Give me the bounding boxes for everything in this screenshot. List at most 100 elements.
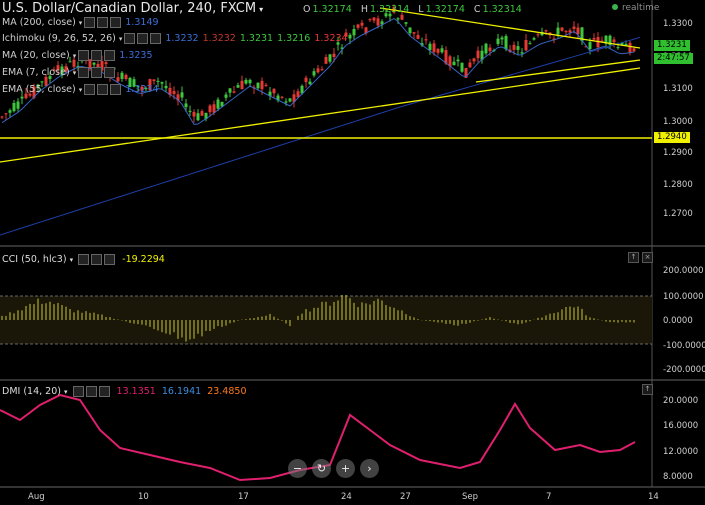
cci-pane-close-icon[interactable]: ×	[642, 252, 653, 263]
candle-body	[244, 79, 248, 84]
candle-body	[8, 110, 12, 113]
candle-body	[488, 47, 492, 52]
cci-label[interactable]: CCI (50, hlc3)	[2, 254, 67, 265]
indicator-dropdown-icon[interactable]: ▾	[72, 52, 77, 60]
indicator-visibility-icon[interactable]	[78, 67, 90, 78]
time-tick-label: 7	[546, 492, 552, 502]
status-dot-icon	[612, 4, 618, 10]
candle-body	[320, 69, 324, 71]
dmi-remove-icon[interactable]	[98, 386, 110, 397]
high-value: 1.32314	[369, 4, 410, 15]
indicator-remove-icon[interactable]	[150, 33, 162, 44]
dmi-dropdown-icon[interactable]: ▾	[63, 388, 68, 396]
candle-body	[336, 42, 340, 45]
dmi-pane-up-icon[interactable]: ↑	[642, 384, 653, 395]
zoom-plus-button[interactable]: +	[336, 459, 355, 478]
cci-settings-icon[interactable]	[91, 254, 103, 265]
indicator-label[interactable]: Ichimoku (9, 26, 52, 26)	[2, 33, 116, 44]
candle-body	[12, 102, 16, 112]
indicator-row: Ichimoku (9, 26, 52, 26) ▾ 1.3232 1.3232 1.3…	[2, 33, 348, 44]
time-tick-label: 27	[400, 492, 411, 502]
dmi-visibility-icon[interactable]	[72, 386, 84, 397]
indicator-label[interactable]: EMA (7, close)	[2, 67, 70, 78]
last-price-tag: 1.3231	[654, 40, 690, 51]
reset-button[interactable]: ↻	[312, 459, 331, 478]
candle-body	[604, 35, 608, 44]
symbol-dropdown-icon[interactable]: ▾	[259, 5, 264, 14]
indicator-dropdown-icon[interactable]: ▾	[72, 69, 77, 77]
candle-body	[136, 85, 140, 87]
cci-remove-icon[interactable]	[104, 254, 116, 265]
cci-dropdown-icon[interactable]: ▾	[69, 256, 74, 264]
candle-body	[104, 62, 108, 65]
candle-body	[40, 81, 44, 83]
candle-body	[456, 59, 460, 62]
indicator-label[interactable]: MA (200, close)	[2, 17, 76, 28]
candle-body	[184, 103, 188, 108]
dmi-minus-value: 23.4850	[207, 386, 247, 397]
candle-body	[168, 87, 172, 96]
price-tick-label: 1.2800	[663, 180, 693, 190]
candle-body	[332, 53, 336, 58]
indicator-settings-icon[interactable]	[91, 50, 103, 61]
indicator-visibility-icon[interactable]	[84, 17, 96, 28]
dmi-line	[0, 393, 636, 482]
candle-body	[436, 48, 440, 53]
indicator-settings-icon[interactable]	[97, 84, 109, 95]
candle-body	[324, 57, 328, 64]
candle-body	[572, 26, 576, 29]
cci-tick-label: -200.0000	[663, 365, 705, 375]
candle-body	[368, 19, 372, 21]
candle-body	[28, 93, 32, 96]
indicator-visibility-icon[interactable]	[78, 50, 90, 61]
ma-200-line	[0, 36, 641, 236]
candle-body	[212, 104, 216, 113]
indicator-remove-icon[interactable]	[104, 67, 116, 78]
candle-body	[352, 29, 356, 36]
scroll-right-button[interactable]: ›	[360, 459, 379, 478]
indicator-dropdown-icon[interactable]: ▾	[118, 35, 123, 43]
indicator-label[interactable]: EMA (55, close)	[2, 84, 76, 95]
candle-body	[384, 13, 388, 17]
symbol-title[interactable]: U.S. Dollar/Canadian Dollar, 240, FXCM ▾	[2, 1, 263, 16]
price-tick-label: 1.2900	[663, 148, 693, 158]
candle-body	[292, 94, 296, 102]
dmi-tick-label: 8.0000	[663, 472, 693, 482]
candle-body	[288, 98, 292, 102]
indicator-settings-icon[interactable]	[91, 67, 103, 78]
candle-body	[340, 47, 344, 49]
open-label: O	[303, 4, 311, 15]
indicator-label[interactable]: MA (20, close)	[2, 50, 70, 61]
indicator-value: 1.3231	[239, 33, 274, 44]
price-tick-label: 1.3100	[663, 84, 693, 94]
cci-visibility-icon[interactable]	[78, 254, 90, 265]
candle-body	[276, 95, 280, 101]
indicator-remove-icon[interactable]	[110, 17, 122, 28]
candle-body	[560, 27, 564, 31]
candle-body	[144, 88, 148, 90]
candle-body	[432, 43, 436, 53]
indicator-settings-icon[interactable]	[97, 17, 109, 28]
candle-body	[440, 48, 444, 53]
indicator-dropdown-icon[interactable]: ▾	[78, 19, 83, 27]
candle-body	[272, 88, 276, 94]
indicator-settings-icon[interactable]	[137, 33, 149, 44]
indicator-visibility-icon[interactable]	[124, 33, 136, 44]
indicator-remove-icon[interactable]	[104, 50, 116, 61]
candle-body	[348, 34, 352, 39]
candle-body	[448, 56, 452, 67]
candle-body	[580, 27, 584, 42]
candle-body	[32, 86, 36, 98]
cci-pane-up-icon[interactable]: ↑	[628, 252, 639, 263]
candle-body	[188, 110, 192, 112]
cci-legend: CCI (50, hlc3) ▾ -19.2294	[2, 254, 165, 265]
indicator-remove-icon[interactable]	[110, 84, 122, 95]
zoom-in-button[interactable]: −	[288, 459, 307, 478]
indicator-dropdown-icon[interactable]: ▾	[78, 86, 83, 94]
time-tick-label: 24	[341, 492, 352, 502]
candle-body	[264, 84, 268, 86]
dmi-label[interactable]: DMI (14, 20)	[2, 386, 61, 397]
indicator-visibility-icon[interactable]	[84, 84, 96, 95]
dmi-settings-icon[interactable]	[85, 386, 97, 397]
